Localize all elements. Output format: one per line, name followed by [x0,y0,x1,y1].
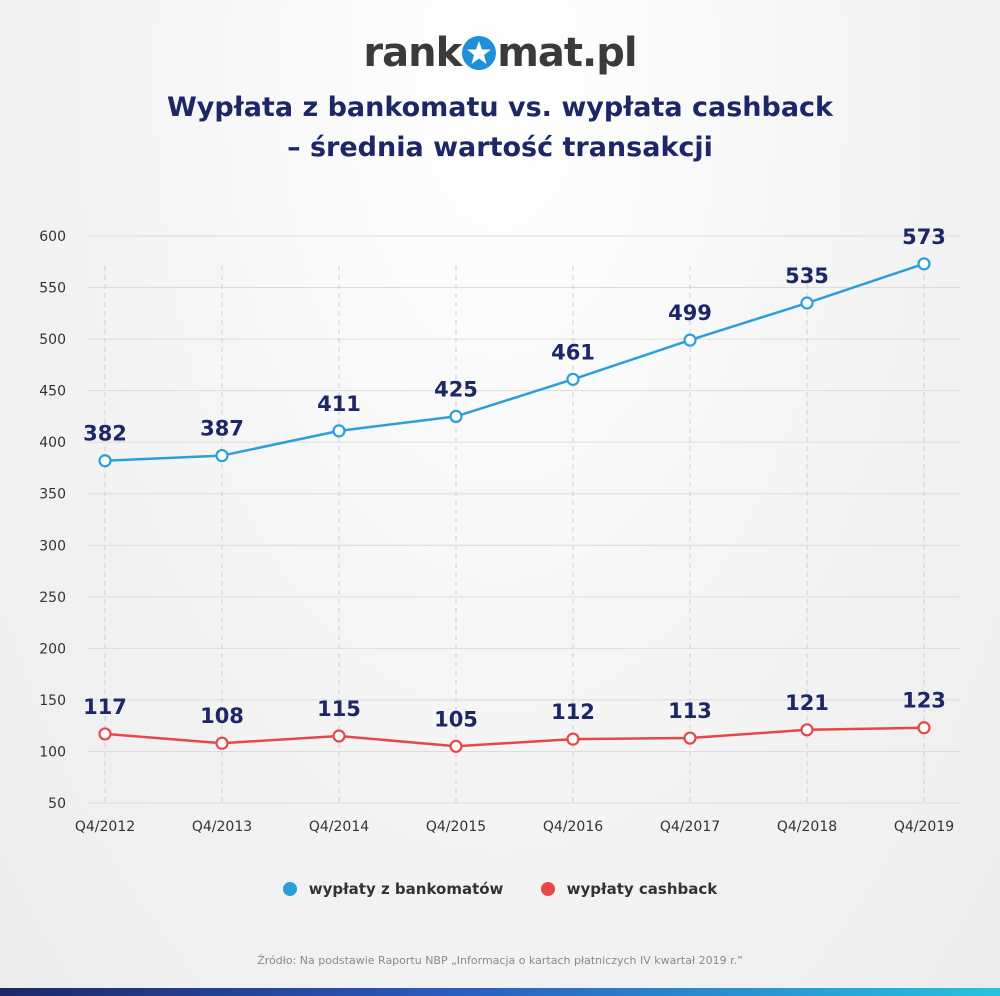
series-atm: 382 387 411 425 461 499 535 573 [83,225,946,468]
y-tick-label-50: 50 [48,796,66,812]
y-tick-label-450: 450 [39,384,66,400]
x-tick-label-Q4/2018: Q4/2018 [777,819,837,835]
logo-text-start: rank [363,30,462,76]
y-tick-label-200: 200 [39,641,66,657]
legend-item-cashback: wypłaty cashback [540,880,718,898]
star-icon [462,36,497,70]
x-tick-label-Q4/2014: Q4/2014 [309,819,369,835]
data-label-cashback-7: 123 [902,689,946,713]
series-cashback: 117 108 115 105 112 113 121 123 [83,689,946,753]
data-point-atm-5 [683,333,697,347]
y-tick-label-550: 550 [39,281,66,297]
data-point-atm-7 [917,257,931,271]
data-label-atm-1: 387 [200,417,244,441]
data-label-cashback-3: 105 [434,707,478,731]
series-line-atm [104,262,925,462]
brand-logo: rank mat.pl [0,30,1000,76]
y-tick-label-400: 400 [39,435,66,451]
data-point-cashback-5 [683,731,697,745]
y-tick-label-600: 600 [39,229,66,245]
x-tick-label-Q4/2017: Q4/2017 [660,819,720,835]
x-tick-label-Q4/2015: Q4/2015 [426,819,486,835]
data-point-cashback-2 [332,729,346,743]
legend-dot-atm [282,882,297,896]
data-label-cashback-5: 113 [668,699,712,723]
x-tick-label-Q4/2012: Q4/2012 [75,819,135,835]
line-chart: 50 100 150 200 250 300 350 400 450 500 550 600 Q4/2… [39,225,960,835]
x-axis: Q4/2012 Q4/2013 Q4/2014 Q4/2015 Q4/2016 Q4/20… [75,819,954,835]
x-tick-label-Q4/2013: Q4/2013 [192,819,252,835]
logo-text-end: mat.pl [497,30,637,76]
chart-title-line-2: – średnia wartość transakcji [287,132,713,163]
data-label-cashback-2: 115 [317,697,361,721]
y-tick-label-300: 300 [39,538,66,554]
legend-item-atm: wypłaty z bankomatów [282,880,504,898]
x-tick-label-Q4/2019: Q4/2019 [894,819,954,835]
x-tick-label-Q4/2016: Q4/2016 [543,819,603,835]
data-label-atm-2: 411 [317,392,361,416]
data-point-cashback-3 [449,739,463,753]
data-point-atm-6 [800,296,814,310]
legend-label-cashback: wypłaty cashback [566,880,718,898]
data-point-cashback-0 [98,727,112,741]
data-point-atm-0 [98,454,112,468]
y-tick-label-150: 150 [39,693,66,709]
data-label-atm-4: 461 [551,340,595,364]
data-point-atm-2 [332,424,346,438]
legend-dot-cashback [540,882,555,896]
source-note: Źródło: Na podstawie Raportu NBP „Inform… [257,954,743,967]
data-label-cashback-1: 108 [200,704,244,728]
y-tick-label-500: 500 [39,332,66,348]
chart-title: Wypłata z bankomatu vs. wypłata cashback… [0,88,1000,168]
data-point-cashback-7 [917,721,931,735]
data-point-atm-3 [449,409,463,424]
data-label-atm-3: 425 [434,377,478,401]
y-tick-label-250: 250 [39,590,66,606]
data-label-cashback-0: 117 [83,695,127,719]
data-label-cashback-4: 112 [551,700,595,724]
chart-title-line-1: Wypłata z bankomatu vs. wypłata cashback [166,92,833,123]
data-label-atm-6: 535 [785,264,829,288]
y-tick-label-100: 100 [39,744,66,760]
bottom-accent-bar [0,988,1000,996]
y-tick-label-350: 350 [39,487,66,503]
data-label-cashback-6: 121 [785,691,829,715]
data-label-atm-0: 382 [83,422,127,446]
chart-grid [88,235,960,804]
series-line-cashback [104,726,925,748]
data-point-atm-4 [566,372,580,386]
data-point-cashback-6 [800,723,814,737]
legend-label-atm: wypłaty z bankomatów [308,880,504,898]
y-axis: 50 100 150 200 250 300 350 400 450 500 550 600 [39,229,66,812]
data-label-atm-5: 499 [668,301,712,325]
data-point-cashback-1 [215,736,229,750]
data-point-cashback-4 [566,732,580,746]
data-label-atm-7: 573 [902,225,946,249]
chart-legend: wypłaty z bankomatów wypłaty cashback [0,880,1000,900]
data-point-atm-1 [215,448,229,463]
